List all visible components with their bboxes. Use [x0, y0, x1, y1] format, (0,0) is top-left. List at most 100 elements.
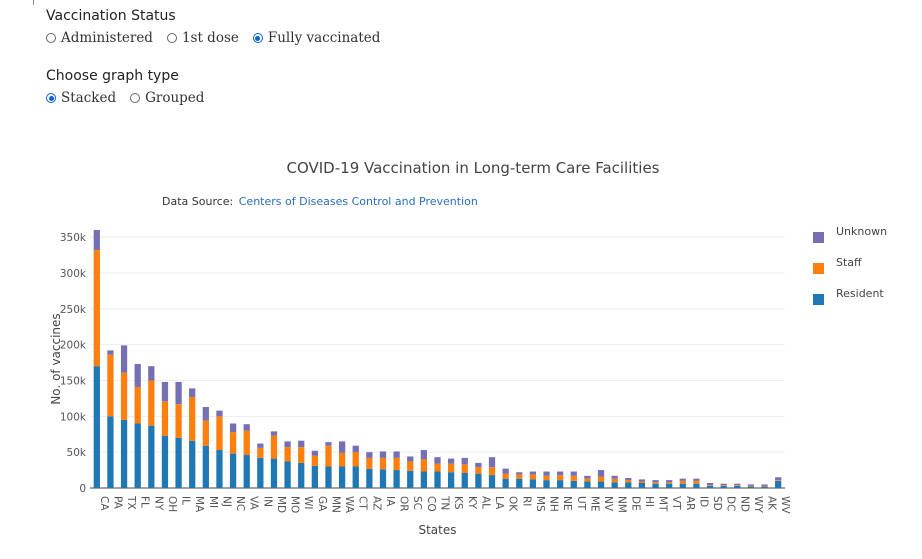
bar-resident-ky: [461, 472, 468, 488]
vaccination-status-option-label: Administered: [61, 30, 153, 46]
x-tick-label: CA: [98, 496, 110, 511]
data-source-link[interactable]: Centers of Diseases Control and Preventi…: [239, 195, 478, 208]
graph-type-option-stacked[interactable]: Stacked: [46, 90, 116, 106]
vaccination-status-option-label: Fully vaccinated: [267, 30, 381, 46]
bar-staff-ak: [761, 485, 768, 487]
bar-resident-la: [488, 475, 496, 488]
bar-unknown-wa: [338, 441, 346, 453]
bar-unknown-vt: [666, 480, 673, 483]
x-tick-label: VA: [248, 496, 260, 511]
x-tick-label: HI: [643, 496, 655, 507]
x-tick-label: DE: [629, 496, 641, 511]
bar-resident-ny: [148, 425, 155, 488]
bar-staff-sc: [407, 461, 414, 471]
x-tick-label: IL: [180, 496, 192, 505]
bar-unknown-il: [175, 381, 182, 405]
y-tick-label: 250k: [60, 304, 87, 316]
bar-unknown-ar: [679, 478, 686, 481]
bar-staff-nc: [229, 432, 237, 454]
x-tick-label: ME: [588, 496, 600, 512]
bar-staff-mt: [652, 482, 659, 484]
x-tick-label: OK: [507, 496, 519, 512]
bar-unknown-ct: [352, 445, 359, 453]
y-tick-label: 300k: [60, 268, 87, 280]
x-tick-label: MO: [289, 496, 301, 513]
bar-unknown-ca: [93, 230, 100, 251]
bar-resident-va: [243, 455, 250, 488]
y-tick-label: 350k: [60, 232, 87, 244]
bar-unknown-nd: [734, 483, 741, 486]
bar-unknown-oh: [161, 381, 169, 402]
bar-staff-wa: [338, 452, 346, 467]
x-tick-label: CT: [357, 496, 369, 510]
radio-button-icon[interactable]: [46, 93, 56, 103]
bar-resident-ga: [311, 465, 318, 488]
bar-resident-tx: [120, 419, 128, 488]
bar-resident-ks: [447, 472, 455, 488]
bar-resident-nv: [597, 481, 605, 488]
bar-unknown-dc: [720, 483, 727, 486]
bar-staff-dc: [720, 485, 727, 486]
x-tick-label: GA: [316, 496, 328, 512]
bar-unknown-ok: [502, 468, 509, 474]
bar-resident-mn: [325, 466, 332, 488]
vaccination-status-option-administered[interactable]: Administered: [46, 30, 153, 46]
x-tick-label: RI: [520, 496, 532, 506]
legend-label-unknown: Unknown: [836, 225, 887, 238]
bar-unknown-sd: [706, 482, 714, 486]
x-tick-label: OH: [166, 496, 178, 512]
vaccination-status-radio-group: Administered 1st dose Fully vaccinated: [46, 30, 380, 46]
bar-resident-wa: [338, 466, 346, 488]
x-tick-label: VT: [670, 496, 682, 510]
bar-staff-ky: [461, 464, 468, 473]
x-tick-label: NY: [152, 496, 164, 511]
radio-button-icon[interactable]: [130, 93, 141, 103]
x-tick-label: MI: [207, 496, 219, 508]
bar-staff-co: [420, 459, 428, 472]
bar-staff-nj: [216, 416, 223, 451]
bar-resident-ak: [761, 486, 768, 488]
bar-resident-ca: [93, 366, 100, 488]
vaccination-status-option-1st-dose[interactable]: 1st dose: [166, 30, 239, 46]
vaccination-status-option-fully-vaccinated[interactable]: Fully vaccinated: [252, 30, 381, 46]
x-tick-label: LA: [493, 496, 505, 510]
bar-resident-co: [420, 471, 428, 488]
bar-resident-ut: [570, 480, 577, 488]
x-tick-label: MD: [275, 496, 287, 513]
x-tick-label: WA: [343, 496, 355, 514]
graph-type-option-grouped[interactable]: Grouped: [130, 90, 204, 106]
bar-unknown-la: [488, 457, 496, 468]
top-edge-tick: [33, 0, 34, 5]
vaccination-status-option-label: 1st dose: [181, 30, 239, 46]
bar-staff-mn: [325, 445, 332, 467]
bar-staff-id: [693, 480, 700, 484]
bar-staff-la: [488, 467, 496, 476]
x-tick-label: NE: [561, 496, 573, 511]
x-tick-label: KS: [452, 496, 464, 510]
y-tick-label: 150k: [60, 376, 87, 388]
bar-resident-nh: [543, 480, 550, 488]
bar-staff-fl: [134, 386, 141, 424]
bar-resident-ri: [516, 478, 523, 488]
x-tick-label: SD: [711, 496, 723, 511]
x-tick-label: ID: [697, 496, 709, 507]
bar-unknown-de: [625, 477, 632, 481]
radio-button-icon[interactable]: [252, 33, 263, 43]
bar-staff-me: [584, 478, 591, 482]
x-tick-label: ND: [738, 496, 750, 512]
bar-staff-de: [625, 480, 632, 483]
bar-staff-pa: [107, 354, 114, 417]
bar-staff-ca: [93, 250, 100, 367]
bar-resident-nj: [216, 450, 223, 488]
legend-swatch-unknown: [813, 232, 824, 243]
bar-resident-me: [584, 481, 591, 488]
radio-button-icon[interactable]: [46, 33, 56, 43]
radio-button-icon[interactable]: [166, 33, 177, 43]
x-tick-label: OR: [398, 496, 410, 512]
bar-unknown-ky: [461, 457, 468, 465]
bar-staff-wy: [747, 485, 755, 487]
x-tick-label: NV: [602, 496, 614, 512]
bar-resident-fl: [134, 423, 141, 488]
x-tick-label: NC: [234, 496, 246, 511]
bar-unknown-in: [257, 443, 264, 448]
